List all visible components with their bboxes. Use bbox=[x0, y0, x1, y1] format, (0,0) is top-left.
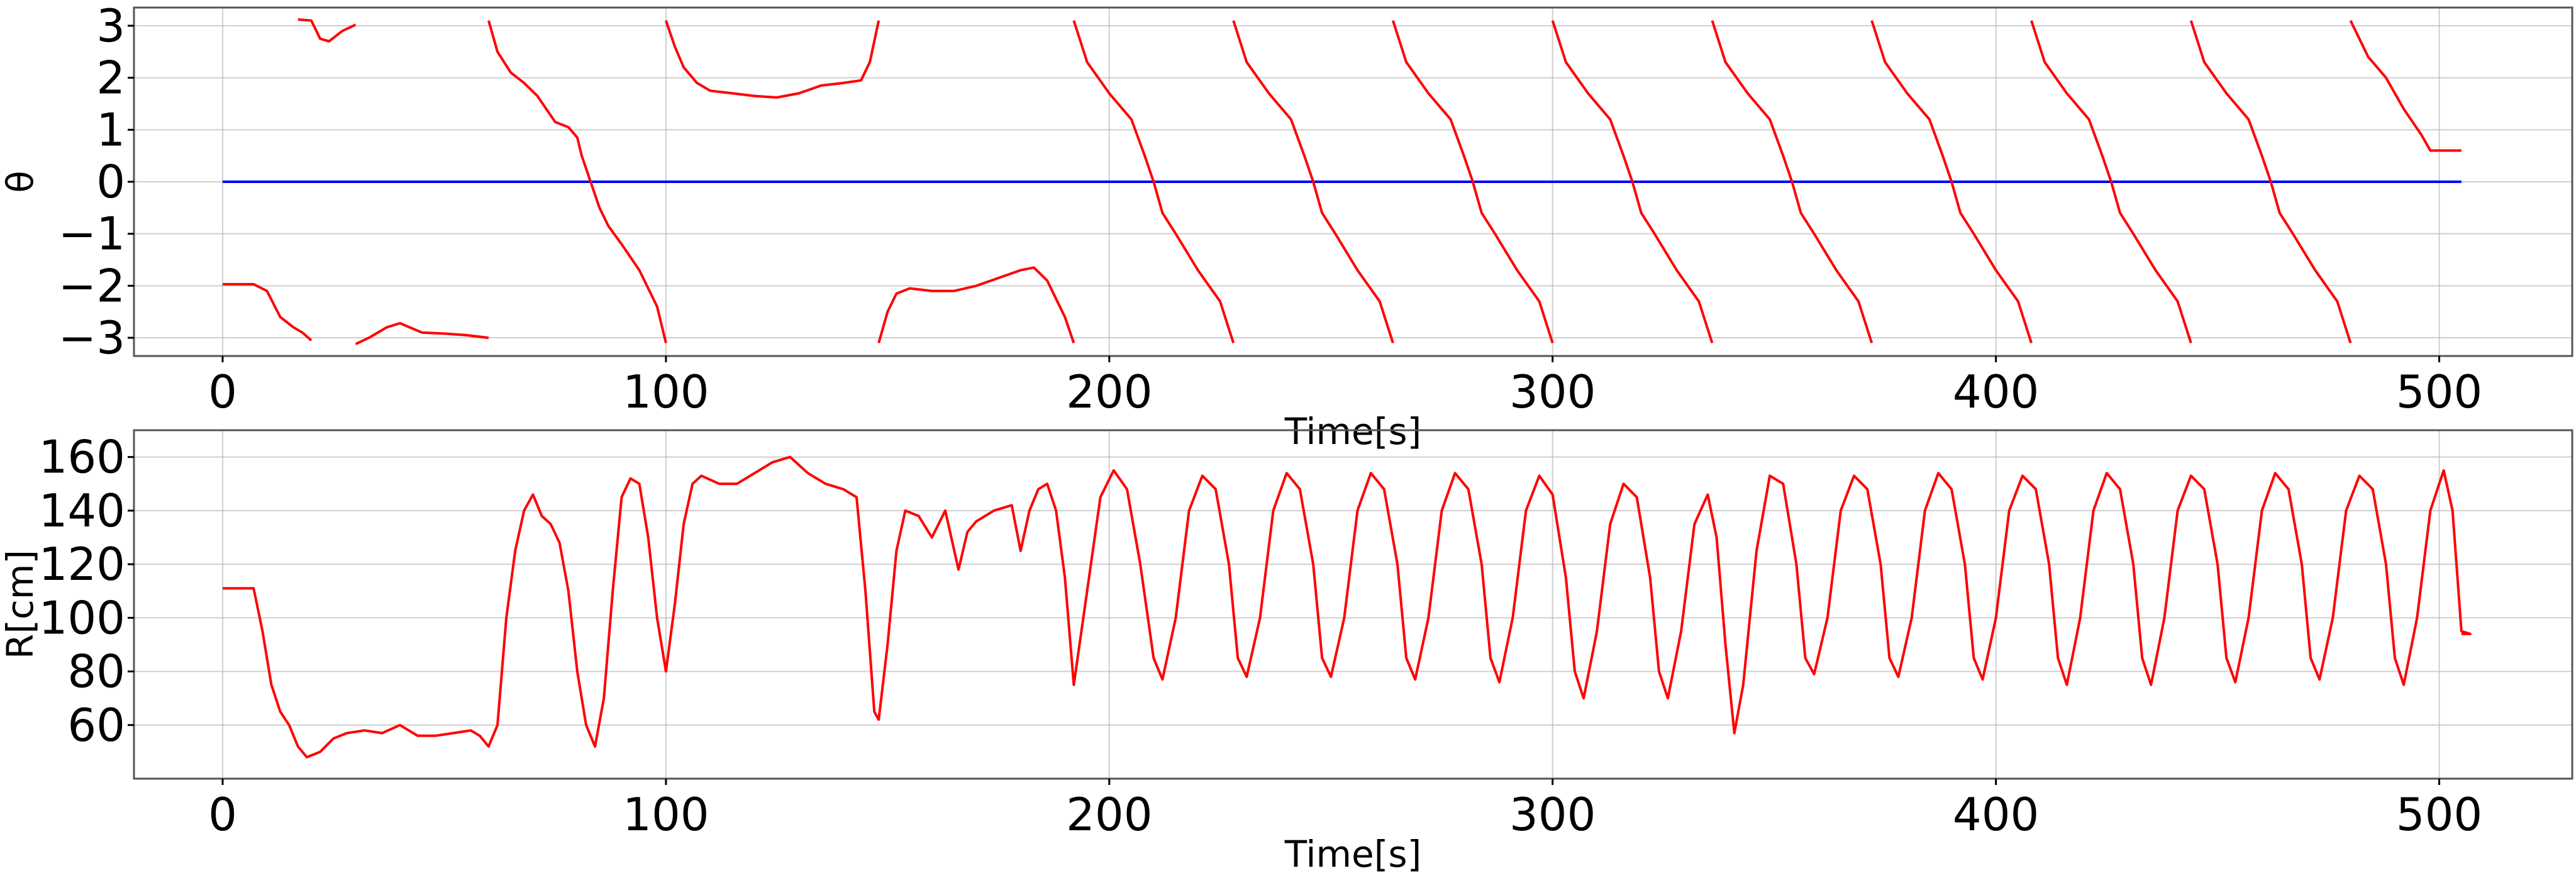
theta-xtick-label-5: 500 bbox=[2396, 365, 2482, 418]
radius-xtick-label-0: 0 bbox=[208, 788, 237, 841]
theta-series-1-segment-1 bbox=[297, 18, 357, 43]
theta-ytick-label-0: −3 bbox=[58, 311, 125, 364]
theta-ytick-label-2: −1 bbox=[58, 208, 125, 260]
theta-series-1-segment-8 bbox=[1391, 20, 1554, 343]
theta-series-1-segment-2 bbox=[355, 321, 489, 345]
theta-xtick-label-1: 100 bbox=[623, 365, 709, 418]
radius-xtick-label-5: 500 bbox=[2396, 788, 2482, 841]
radius-ytick-label-5: 160 bbox=[39, 431, 125, 484]
theta-series-1-segment-3 bbox=[487, 20, 667, 343]
radius-ytick-label-1: 80 bbox=[67, 645, 125, 698]
radius-subplot: 0 100 200 300 400 5006080100120140160Time[s]R… bbox=[0, 429, 2573, 873]
theta-series-1-segment-11 bbox=[1870, 20, 2033, 343]
theta-xlabel: Time[s] bbox=[1284, 410, 1421, 453]
radius-xtick-label-2: 200 bbox=[1066, 788, 1152, 841]
theta-series-1-segment-12 bbox=[2030, 20, 2192, 343]
radius-xtick-label-1: 100 bbox=[623, 788, 709, 841]
theta-ylabel: θ bbox=[0, 170, 42, 193]
radius-xtick-label-4: 400 bbox=[1953, 788, 2039, 841]
radius-ytick-label-0: 60 bbox=[67, 699, 125, 752]
theta-series-1-segment-7 bbox=[1232, 20, 1394, 343]
radius-xtick-label-3: 300 bbox=[1509, 788, 1596, 841]
theta-series-1-segment-5 bbox=[877, 266, 1075, 343]
radius-series-0-segment-0 bbox=[223, 455, 2472, 759]
theta-xtick-label-0: 0 bbox=[208, 365, 237, 418]
radius-ytick-label-3: 120 bbox=[39, 538, 125, 591]
theta-xtick-label-3: 300 bbox=[1509, 365, 1596, 418]
theta-series-1-segment-14 bbox=[2349, 19, 2462, 152]
theta-series-1-segment-0 bbox=[223, 282, 313, 342]
radius-ytick-label-2: 100 bbox=[39, 591, 125, 644]
radius-ytick-label-4: 140 bbox=[39, 484, 125, 537]
radius-ylabel: R[cm] bbox=[0, 550, 42, 659]
theta-series-1-segment-4 bbox=[665, 20, 880, 99]
theta-ytick-label-4: 1 bbox=[96, 103, 125, 156]
theta-series-1-segment-9 bbox=[1551, 20, 1714, 343]
theta-ytick-label-3: 0 bbox=[96, 155, 125, 208]
theta-ytick-label-5: 2 bbox=[96, 52, 125, 104]
radius-axes-frame bbox=[133, 429, 2573, 780]
theta-series-1-segment-6 bbox=[1072, 20, 1235, 343]
theta-xtick-label-2: 200 bbox=[1066, 365, 1152, 418]
theta-xtick-label-4: 400 bbox=[1953, 365, 2039, 418]
theta-ytick-label-1: −2 bbox=[58, 259, 125, 312]
theta-series-1-segment-13 bbox=[2189, 20, 2352, 343]
theta-ytick-label-6: 3 bbox=[96, 0, 125, 52]
radius-xlabel: Time[s] bbox=[1284, 833, 1421, 873]
theta-series-1-segment-10 bbox=[1711, 20, 1874, 343]
